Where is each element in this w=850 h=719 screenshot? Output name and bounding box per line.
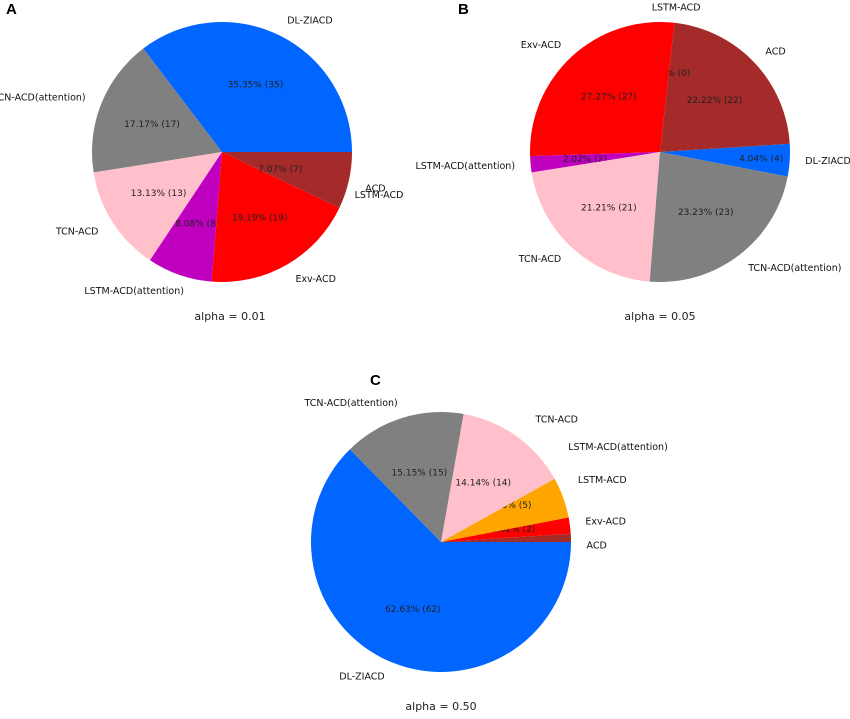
slice-pct-lstm-acd-attention: 2.02% (2) [563, 155, 607, 165]
slice-pct-exv-acd: 27.27% (27) [581, 93, 637, 103]
slice-label-dl-ziacd: DL-ZIACD [287, 15, 332, 26]
slice-dl-ziacd [143, 21, 352, 153]
chart-caption-a: alpha = 0.01 [194, 310, 265, 323]
slice-pct-dl-ziacd: 62.63% (62) [385, 605, 441, 615]
slice-pct-tcn-acd: 13.13% (13) [131, 189, 187, 199]
panel-letter-a: A [6, 1, 17, 18]
slice-label-dl-ziacd: DL-ZIACD [339, 671, 384, 682]
slice-lstm-acd [441, 478, 569, 542]
slice-pct-tcn-acd-attention: 23.23% (23) [678, 208, 734, 218]
slice-pct-dl-ziacd: 4.04% (4) [739, 154, 783, 164]
chart-caption-c: alpha = 0.50 [405, 700, 476, 713]
panel-letter-b: B [458, 1, 469, 18]
slice-label-exv-acd: Exv-ACD [521, 40, 562, 51]
slice-label-tcn-acd-attention: TCN-ACD(attention) [747, 263, 841, 274]
chart-caption-b: alpha = 0.05 [624, 310, 695, 323]
slice-label-acd: ACD [587, 540, 607, 551]
panel-letter-c: C [370, 372, 381, 389]
slice-label-acd: ACD [765, 47, 785, 58]
slice-pct-lstm-acd-attention: 8.08% (8) [175, 219, 219, 229]
slice-label-lstm-acd-attention: LSTM-ACD(attention) [415, 161, 515, 172]
slice-exv-acd [530, 21, 675, 157]
slice-tcn-acd-attention [349, 412, 464, 542]
slice-tcn-acd [93, 152, 223, 261]
slice-label-tcn-acd-attention: TCN-ACD(attention) [304, 398, 398, 409]
slice-label-tcn-acd: TCN-ACD [518, 254, 562, 265]
slice-tcn-acd-attention [91, 48, 222, 173]
slice-label-dl-ziacd: DL-ZIACD [805, 156, 850, 167]
slice-label-lstm-acd: LSTM-ACD [578, 475, 627, 486]
slice-tcn-acd [441, 413, 555, 542]
slice-exv-acd [441, 517, 571, 542]
slice-label-exv-acd: Exv-ACD [295, 274, 336, 285]
slice-dl-ziacd [660, 143, 790, 177]
slice-acd [441, 533, 571, 542]
slice-pct-lstm-acd: 5.05% (5) [487, 501, 531, 511]
slice-pct-tcn-acd: 21.21% (21) [581, 203, 637, 213]
slice-pct-tcn-acd-attention: 17.17% (17) [124, 120, 180, 130]
slice-label-lstm-acd-attention: LSTM-ACD(attention) [568, 442, 668, 453]
slice-label-lstm-acd: LSTM-ACD [652, 2, 701, 13]
slice-label-lstm-acd-attention: LSTM-ACD(attention) [84, 286, 184, 297]
slice-lstm-acd-attention [149, 152, 222, 282]
slice-dl-ziacd [311, 449, 571, 672]
slice-tcn-acd [531, 152, 660, 282]
slice-pct-exv-acd: 2.02% (2) [491, 525, 535, 535]
slice-pct-tcn-acd-attention: 15.15% (15) [392, 468, 448, 478]
slice-pct-acd: 22.22% (22) [687, 96, 743, 106]
slice-exv-acd [211, 152, 340, 282]
slice-label-tcn-acd: TCN-ACD [534, 414, 578, 425]
slice-lstm-acd-attention [530, 152, 660, 173]
slice-pct-exv-acd: 19.19% (19) [232, 213, 288, 223]
slice-label-acd: ACD [365, 183, 385, 194]
slice-pct-tcn-acd: 14.14% (14) [455, 479, 511, 489]
pie-chart-a: DL-ZIACD 35.35% (35) TCN-ACD(attention) 17.… [0, 1, 403, 323]
slice-pct-dl-ziacd: 35.35% (35) [228, 80, 284, 90]
slice-tcn-acd-attention [649, 152, 788, 282]
slice-label-lstm-acd: LSTM-ACD [355, 190, 404, 201]
slice-acd [222, 152, 352, 208]
slice-label-tcn-acd: TCN-ACD [55, 226, 99, 237]
slice-acd [660, 22, 790, 152]
slice-label-exv-acd: Exv-ACD [585, 517, 626, 528]
slice-pct-acd: 7.07% (7) [258, 165, 302, 175]
slice-label-tcn-acd-attention: TCN-ACD(attention) [0, 92, 86, 103]
